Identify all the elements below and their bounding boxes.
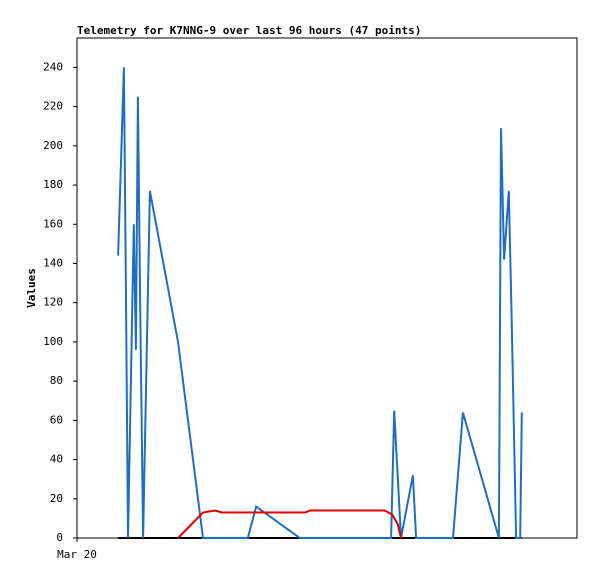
y-tick-label: 200 <box>43 139 63 152</box>
y-tick-label: 100 <box>43 335 63 348</box>
y-axis-label: Values <box>25 268 38 308</box>
chart-title: Telemetry for K7NNG-9 over last 96 hours… <box>77 24 421 37</box>
y-tick-label: 60 <box>50 413 63 426</box>
y-tick-label: 180 <box>43 178 63 191</box>
y-tick-label: 240 <box>43 60 63 73</box>
series-line <box>117 67 523 539</box>
y-tick-label: 160 <box>43 217 63 230</box>
plot-frame <box>76 37 578 539</box>
y-tick-label: 0 <box>56 531 63 544</box>
x-tick-label: Mar 20 <box>57 548 97 561</box>
y-tick-label: 20 <box>50 492 63 505</box>
y-tick-label: 80 <box>50 374 63 387</box>
y-tick-label: 220 <box>43 100 63 113</box>
y-tick-label: 120 <box>43 296 63 309</box>
y-tick-label: 140 <box>43 256 63 269</box>
series-line <box>177 509 402 539</box>
y-tick-label: 40 <box>50 453 63 466</box>
